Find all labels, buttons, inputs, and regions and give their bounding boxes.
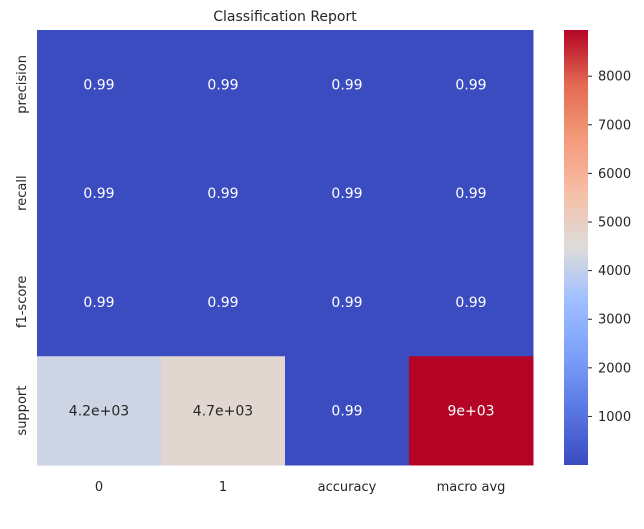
heatmap-cell <box>161 138 286 248</box>
cell-annotation: 4.7e+03 <box>193 404 253 420</box>
heatmap-cell <box>409 138 534 248</box>
cell-annotation: 0.99 <box>331 404 362 420</box>
cell-annotation: 0.99 <box>331 186 362 202</box>
x-tick-label: macro avg <box>437 480 506 495</box>
cell-annotation: 0.99 <box>207 77 238 93</box>
cell-annotation: 9e+03 <box>447 404 494 420</box>
colorbar-ticks: 1000 2000 3000 4000 5000 6000 7000 8000 <box>588 70 631 425</box>
colorbar-tick-label: 5000 <box>598 216 631 231</box>
heatmap-cells <box>37 30 534 466</box>
cell-annotation: 0.99 <box>207 186 238 202</box>
cell-annotation: 0.99 <box>207 295 238 311</box>
colorbar-tick-label: 2000 <box>598 361 631 376</box>
heatmap-cell <box>37 30 162 140</box>
colorbar-tick-label: 6000 <box>598 167 631 182</box>
heatmap-cell <box>285 138 410 248</box>
cell-annotation: 0.99 <box>331 77 362 93</box>
y-tick-label: support <box>15 386 30 436</box>
heatmap-cell <box>37 247 162 357</box>
cell-annotation: 0.99 <box>455 77 486 93</box>
colorbar-tick-label: 7000 <box>598 118 631 133</box>
heatmap-cell <box>285 247 410 357</box>
cell-annotations: 0.99 0.99 0.99 0.99 0.99 0.99 0.99 0.99 0.99 0.99… <box>69 77 495 419</box>
heatmap-cell <box>37 356 162 466</box>
y-tick-labels: precision recall f1-score support <box>15 55 30 436</box>
x-tick-label: 1 <box>219 480 227 495</box>
y-tick-label: f1-score <box>15 276 30 328</box>
heatmap-cell <box>409 30 534 140</box>
cell-annotation: 0.99 <box>83 186 114 202</box>
heatmap-cell <box>409 247 534 357</box>
colorbar-gradient <box>564 30 588 465</box>
heatmap-cell <box>285 30 410 140</box>
cell-annotation: 0.99 <box>455 186 486 202</box>
heatmap-cell <box>161 30 286 140</box>
cell-annotation: 0.99 <box>455 295 486 311</box>
colorbar-tick-label: 1000 <box>598 410 631 425</box>
x-tick-label: accuracy <box>318 480 377 495</box>
cell-annotation: 0.99 <box>83 77 114 93</box>
x-tick-labels: 0 1 accuracy macro avg <box>95 480 506 495</box>
colorbar-tick-label: 3000 <box>598 313 631 328</box>
heatmap-cell <box>285 356 410 466</box>
chart-title: Classification Report <box>213 9 357 25</box>
colorbar-tick-label: 8000 <box>598 70 631 85</box>
y-tick-label: recall <box>15 175 30 210</box>
heatmap-cell <box>161 247 286 357</box>
colorbar-tick-label: 4000 <box>598 264 631 279</box>
heatmap-cell <box>37 138 162 248</box>
cell-annotation: 0.99 <box>83 295 114 311</box>
cell-annotation: 4.2e+03 <box>69 404 129 420</box>
heatmap-cell <box>161 356 286 466</box>
heatmap-cell <box>409 356 534 466</box>
x-tick-label: 0 <box>95 480 103 495</box>
colorbar: 1000 2000 3000 4000 5000 6000 7000 8000 <box>564 30 631 465</box>
y-tick-label: precision <box>15 55 30 114</box>
cell-annotation: 0.99 <box>331 295 362 311</box>
